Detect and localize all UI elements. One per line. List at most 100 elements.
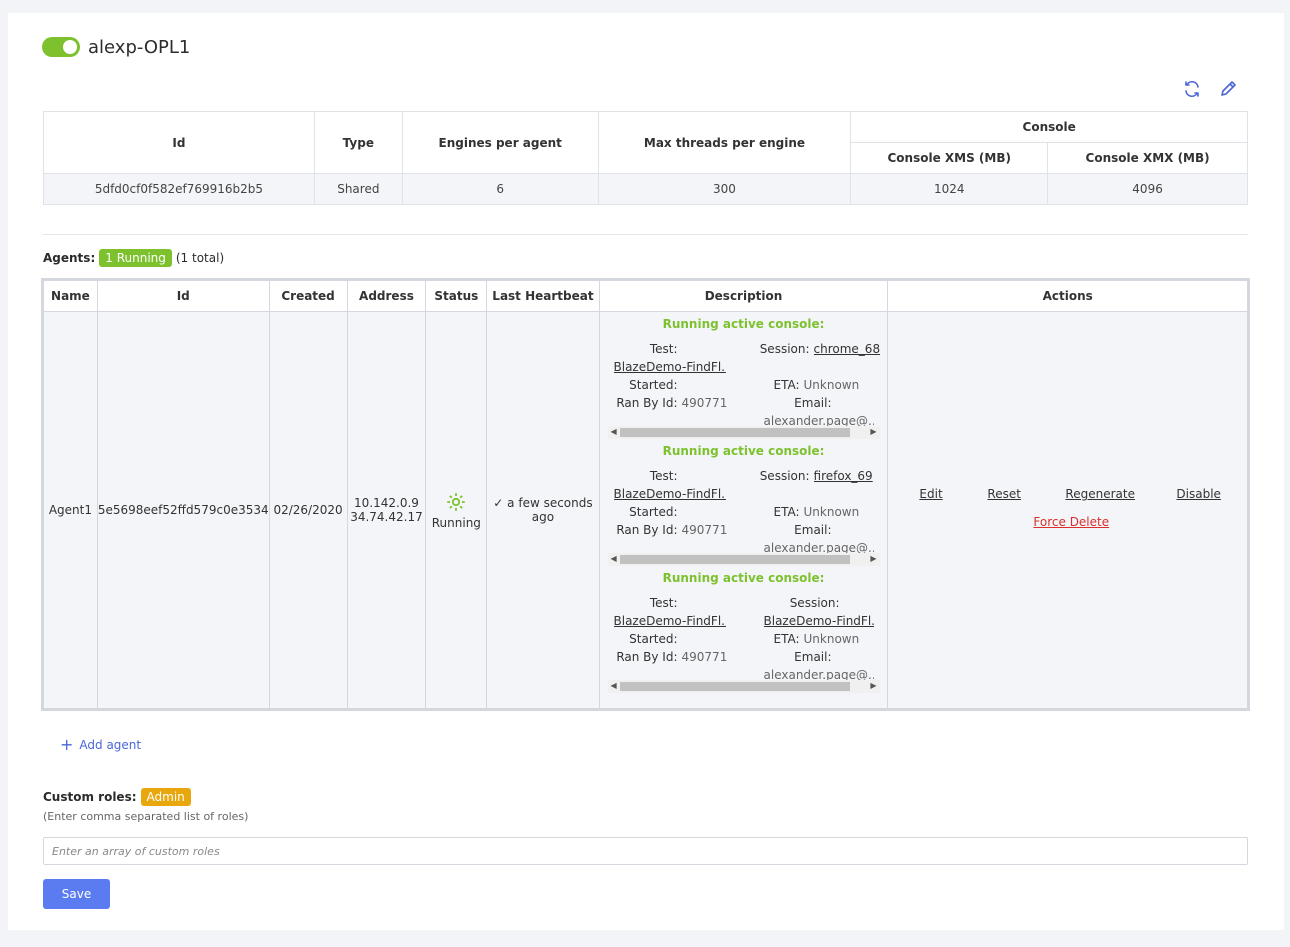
horizontal-scrollbar[interactable]: ◀ ▶ — [607, 426, 880, 439]
cell-id: 5dfd0cf0f582ef769916b2b5 — [43, 173, 315, 205]
save-button[interactable]: Save — [43, 879, 110, 909]
session-label: Session: — [759, 469, 810, 483]
scroll-left-icon[interactable]: ◀ — [610, 427, 617, 436]
scroll-thumb[interactable] — [619, 428, 850, 437]
agents-total: (1 total) — [175, 251, 225, 265]
agent-id: 5e5698eef52ffd579c0e3534 — [96, 311, 270, 709]
disable-agent-link[interactable]: Disable — [1176, 487, 1221, 501]
email-label: Email: — [794, 396, 832, 410]
ranby-value: 490771 — [681, 523, 728, 537]
console-heading: Running active console: — [662, 571, 825, 585]
agent-actions: Edit Reset Regenerate Disable Force Dele… — [887, 311, 1248, 709]
horizontal-scrollbar[interactable]: ◀ ▶ — [607, 553, 880, 566]
col-actions: Actions — [887, 280, 1248, 312]
eta-label: ETA: — [773, 632, 800, 646]
enabled-toggle[interactable] — [42, 37, 80, 57]
test-link[interactable]: BlazeDemo-FindFl... — [613, 487, 726, 501]
reset-agent-link[interactable]: Reset — [987, 487, 1021, 501]
cell-type: Shared — [313, 173, 403, 205]
address-internal: 10.142.0.9 — [354, 496, 419, 510]
scroll-left-icon[interactable]: ◀ — [610, 554, 617, 563]
config-table: Id Type Engines per agent Max threads pe… — [43, 111, 1248, 205]
heartbeat-line1: a few seconds — [507, 496, 593, 510]
started-label: Started: — [629, 378, 678, 392]
ranby-label: Ran By Id: — [616, 523, 678, 537]
email-value: alexander.page@... — [763, 414, 874, 428]
session-link[interactable]: firefox_69 — [813, 469, 873, 483]
status-text: Running — [431, 515, 481, 530]
console-block: Running active console: Test: BlazeDemo-… — [607, 312, 880, 439]
agent-card: alexp-OPL1 Id Type Engines per agent Max… — [8, 13, 1284, 930]
session-label: Session: — [789, 596, 840, 610]
console-heading: Running active console: — [662, 317, 825, 331]
edit-agent-link[interactable]: Edit — [919, 487, 943, 501]
agent-name: Agent1 — [43, 311, 98, 709]
email-label: Email: — [794, 523, 832, 537]
scroll-thumb[interactable] — [619, 682, 850, 691]
col-engines: Engines per agent — [401, 111, 599, 174]
test-label: Test: — [649, 469, 678, 483]
scroll-right-icon[interactable]: ▶ — [870, 681, 877, 690]
col-name: Name — [43, 280, 98, 312]
toggle-knob — [63, 40, 77, 54]
ranby-label: Ran By Id: — [616, 396, 678, 410]
col-status: Status — [425, 280, 488, 312]
col-created: Created — [268, 280, 348, 312]
agent-description: Running active console: Test: BlazeDemo-… — [598, 311, 889, 709]
email-value: alexander.page@... — [763, 541, 874, 555]
eta-value: Unknown — [803, 632, 860, 646]
started-label: Started: — [629, 632, 678, 646]
test-link[interactable]: BlazeDemo-FindFl... — [613, 614, 726, 628]
scroll-left-icon[interactable]: ◀ — [610, 681, 617, 690]
add-agent-label: Add agent — [79, 737, 142, 752]
running-badge: 1 Running — [99, 249, 172, 267]
gear-icon — [447, 492, 466, 511]
add-agent-button[interactable]: + Add agent — [60, 735, 141, 754]
console-block: Running active console: Test: BlazeDemo-… — [607, 566, 880, 693]
check-icon: ✓ — [493, 496, 504, 510]
refresh-icon[interactable] — [1182, 79, 1202, 99]
test-link[interactable]: BlazeDemo-FindFl... — [613, 360, 726, 374]
session-link[interactable]: chrome_68 — [813, 342, 880, 356]
col-address: Address — [346, 280, 427, 312]
eta-value: Unknown — [803, 378, 860, 392]
page-title: alexp-OPL1 — [88, 36, 191, 58]
col-id: Id — [43, 111, 315, 174]
agent-address: 10.142.0.9 34.74.42.17 — [346, 311, 427, 709]
cell-xms: 1024 — [850, 173, 1049, 205]
divider — [43, 234, 1248, 235]
custom-roles-label: Custom roles: — [43, 790, 137, 804]
session-link[interactable]: BlazeDemo-FindFl... — [763, 614, 874, 628]
session-label: Session: — [759, 342, 810, 356]
regenerate-agent-link[interactable]: Regenerate — [1065, 487, 1135, 501]
agent-status: Running — [425, 311, 488, 709]
plus-icon: + — [60, 735, 74, 754]
col-agent-id: Id — [96, 280, 270, 312]
test-label: Test: — [649, 342, 678, 356]
col-heartbeat: Last Heartbeat — [486, 280, 600, 312]
eta-label: ETA: — [773, 378, 800, 392]
agent-heartbeat: ✓ a few seconds ago — [486, 311, 600, 709]
custom-roles-input[interactable] — [43, 837, 1248, 865]
force-delete-link[interactable]: Force Delete — [1033, 515, 1110, 529]
ranby-value: 490771 — [681, 396, 728, 410]
horizontal-scrollbar[interactable]: ◀ ▶ — [607, 680, 880, 693]
email-value: alexander.page@... — [763, 668, 874, 682]
scroll-thumb[interactable] — [619, 555, 850, 564]
cell-xmx: 4096 — [1047, 173, 1248, 205]
ranby-label: Ran By Id: — [616, 650, 678, 664]
cell-engines: 6 — [401, 173, 599, 205]
email-label: Email: — [794, 650, 832, 664]
col-threads: Max threads per engine — [597, 111, 852, 174]
agents-label: Agents: — [43, 251, 96, 265]
pencil-icon[interactable] — [1218, 79, 1238, 99]
col-description: Description — [598, 280, 889, 312]
col-xmx: Console XMX (MB) — [1047, 142, 1248, 174]
console-block: Running active console: Test: BlazeDemo-… — [607, 439, 880, 566]
heartbeat-line2: ago — [531, 510, 555, 524]
col-xms: Console XMS (MB) — [850, 142, 1049, 174]
scroll-right-icon[interactable]: ▶ — [870, 427, 877, 436]
custom-roles-row: Custom roles: Admin — [43, 787, 191, 807]
scroll-right-icon[interactable]: ▶ — [870, 554, 877, 563]
col-console: Console — [850, 111, 1248, 143]
